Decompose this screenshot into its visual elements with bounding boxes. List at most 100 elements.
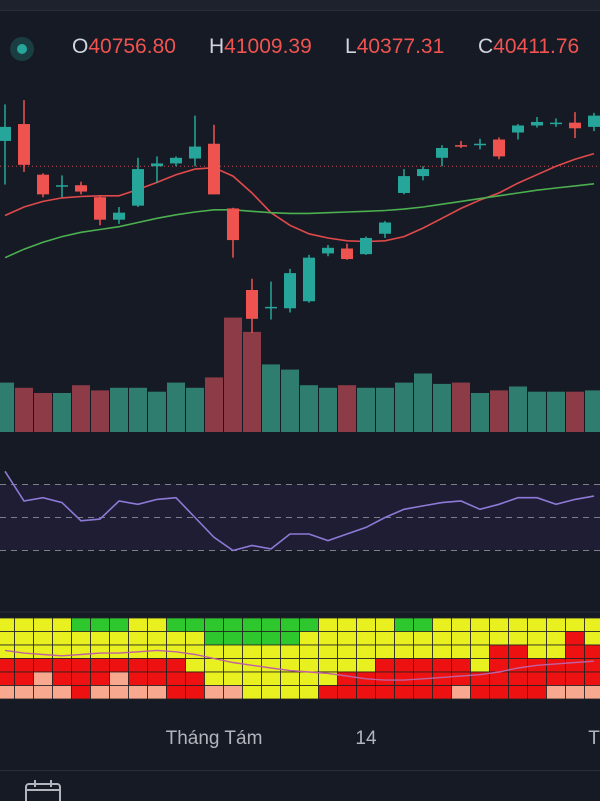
heatmap-cell <box>319 645 338 659</box>
heatmap-cell <box>471 645 490 659</box>
heatmap-cell <box>262 632 281 646</box>
heatmap-cell <box>53 672 72 686</box>
heatmap-cell <box>585 645 600 659</box>
volume-bar <box>566 392 584 432</box>
candle-body <box>569 123 581 129</box>
heatmap-cell <box>243 686 262 700</box>
heatmap-cell <box>167 618 186 632</box>
candle-body <box>18 124 30 165</box>
heatmap-cell <box>490 632 509 646</box>
heatmap-cell <box>129 618 148 632</box>
heatmap-cell <box>547 632 566 646</box>
volume-bar <box>471 393 489 432</box>
candle-body <box>284 273 296 308</box>
heatmap-cell <box>186 686 205 700</box>
heatmap-cell <box>585 618 600 632</box>
heatmap-cell <box>0 618 15 632</box>
volume-bar <box>15 388 33 432</box>
heatmap-cell <box>490 672 509 686</box>
heatmap-cell <box>547 645 566 659</box>
candle-body <box>0 127 11 141</box>
heatmap-cell <box>262 645 281 659</box>
volume-bar <box>319 388 337 432</box>
heatmap-cell <box>528 686 547 700</box>
heatmap-cell <box>262 618 281 632</box>
heatmap-cell <box>547 618 566 632</box>
candle-body <box>398 176 410 193</box>
heatmap-cell <box>528 632 547 646</box>
volume-bar <box>148 392 166 432</box>
heatmap-cell <box>91 645 110 659</box>
volume-bar <box>338 385 356 432</box>
volume-bar <box>34 393 52 432</box>
volume-bar <box>167 383 185 432</box>
heatmap-cell <box>224 686 243 700</box>
volume-bar <box>110 388 128 432</box>
heatmap-cell <box>15 618 34 632</box>
heatmap-cell <box>585 659 600 673</box>
candle-body <box>170 158 182 164</box>
heatmap-cell <box>129 686 148 700</box>
heatmap-cell <box>471 659 490 673</box>
candle-body <box>75 185 87 191</box>
heatmap-cell <box>148 645 167 659</box>
candle-body <box>550 123 562 125</box>
heatmap-cell <box>509 618 528 632</box>
heatmap-cell <box>433 618 452 632</box>
heatmap-cell <box>224 672 243 686</box>
x-axis-tick-label: Tháng Tám <box>166 728 263 749</box>
volume-bar <box>72 385 90 432</box>
heatmap-cell <box>452 645 471 659</box>
heatmap-cell <box>471 686 490 700</box>
volume-bar <box>53 393 71 432</box>
heatmap-pane <box>0 618 600 699</box>
heatmap-cell <box>110 686 129 700</box>
heatmap-cell <box>205 686 224 700</box>
heatmap-cell <box>414 618 433 632</box>
candle-body <box>417 169 429 176</box>
candle-body <box>379 223 391 234</box>
heatmap-cell <box>338 632 357 646</box>
heatmap-cell <box>300 645 319 659</box>
heatmap-cell <box>376 672 395 686</box>
heatmap-cell <box>205 672 224 686</box>
heatmap-cell <box>34 645 53 659</box>
heatmap-cell <box>148 618 167 632</box>
heatmap-cell <box>338 672 357 686</box>
heatmap-cell <box>281 672 300 686</box>
heatmap-cell <box>281 686 300 700</box>
heatmap-cell <box>300 672 319 686</box>
heatmap-cell <box>585 672 600 686</box>
heatmap-cell <box>148 686 167 700</box>
heatmap-cell <box>243 632 262 646</box>
heatmap-cell <box>262 672 281 686</box>
volume-bar <box>547 392 565 432</box>
heatmap-cell <box>205 632 224 646</box>
heatmap-cell <box>509 645 528 659</box>
heatmap-cell <box>72 618 91 632</box>
volume-bar <box>0 383 14 432</box>
volume-bar <box>376 388 394 432</box>
heatmap-cell <box>186 618 205 632</box>
moving-average-fast-line <box>5 154 594 242</box>
candle-body <box>246 290 258 319</box>
heatmap-cell <box>528 645 547 659</box>
candle-body <box>151 163 163 166</box>
heatmap-cell <box>53 686 72 700</box>
heatmap-cell <box>167 672 186 686</box>
heatmap-cell <box>395 672 414 686</box>
volume-bar <box>243 332 261 432</box>
calendar-icon[interactable] <box>25 779 63 801</box>
candlesticks <box>0 100 600 333</box>
candle-body <box>360 238 372 254</box>
candle-body <box>227 208 239 240</box>
heatmap-cell <box>547 659 566 673</box>
heatmap-cell <box>433 632 452 646</box>
heatmap-cell <box>300 686 319 700</box>
heatmap-cell <box>566 645 585 659</box>
heatmap-cell <box>110 645 129 659</box>
volume-bar <box>509 387 527 433</box>
heatmap-cell <box>91 672 110 686</box>
heatmap-cell <box>281 632 300 646</box>
